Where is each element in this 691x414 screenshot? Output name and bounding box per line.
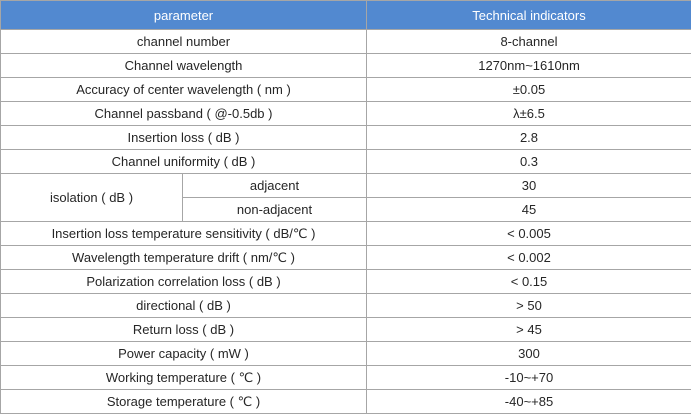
value-cell: > 50 <box>367 294 691 318</box>
value-cell: 8-channel <box>367 30 691 54</box>
table-row: Power capacity ( mW ) 300 <box>1 342 691 366</box>
value-cell: 300 <box>367 342 691 366</box>
table-row: Channel passband ( @-0.5db ) λ±6.5 <box>1 102 691 126</box>
value-cell: > 45 <box>367 318 691 342</box>
value-cell: < 0.002 <box>367 246 691 270</box>
table-row: directional ( dB ) > 50 <box>1 294 691 318</box>
value-cell: -10~+70 <box>367 366 691 390</box>
value-cell: 2.8 <box>367 126 691 150</box>
value-cell: λ±6.5 <box>367 102 691 126</box>
table-row: Accuracy of center wavelength ( nm ) ±0.… <box>1 78 691 102</box>
table-row: Channel wavelength 1270nm~1610nm <box>1 54 691 78</box>
param-cell: Channel uniformity ( dB ) <box>1 150 367 174</box>
table-row: Wavelength temperature drift ( nm/℃ ) < … <box>1 246 691 270</box>
param-cell: Working temperature ( ℃ ) <box>1 366 367 390</box>
value-cell: 45 <box>367 198 691 222</box>
value-cell: < 0.15 <box>367 270 691 294</box>
param-cell: Storage temperature ( ℃ ) <box>1 390 367 414</box>
value-cell: 1270nm~1610nm <box>367 54 691 78</box>
param-cell: Power capacity ( mW ) <box>1 342 367 366</box>
param-cell: Channel passband ( @-0.5db ) <box>1 102 367 126</box>
param-cell: Insertion loss ( dB ) <box>1 126 367 150</box>
table-row: Return loss ( dB ) > 45 <box>1 318 691 342</box>
table-row: Storage temperature ( ℃ ) -40~+85 <box>1 390 691 414</box>
table-row: Working temperature ( ℃ ) -10~+70 <box>1 366 691 390</box>
value-cell: < 0.005 <box>367 222 691 246</box>
table-row: channel number 8-channel <box>1 30 691 54</box>
table-row: Channel uniformity ( dB ) 0.3 <box>1 150 691 174</box>
value-cell: -40~+85 <box>367 390 691 414</box>
value-cell: 0.3 <box>367 150 691 174</box>
param-cell: Insertion loss temperature sensitivity (… <box>1 222 367 246</box>
isolation-label-cell: isolation ( dB ) <box>1 174 183 222</box>
param-cell: Accuracy of center wavelength ( nm ) <box>1 78 367 102</box>
param-sub-cell: adjacent <box>183 174 367 198</box>
table-row: Insertion loss temperature sensitivity (… <box>1 222 691 246</box>
param-cell: Return loss ( dB ) <box>1 318 367 342</box>
header-cell-parameter: parameter <box>1 1 367 30</box>
table-header-row: parameter Technical indicators <box>1 1 691 30</box>
header-cell-indicators: Technical indicators <box>367 1 691 30</box>
value-cell: 30 <box>367 174 691 198</box>
param-sub-cell: non-adjacent <box>183 198 367 222</box>
table-row: Insertion loss ( dB ) 2.8 <box>1 126 691 150</box>
param-cell: directional ( dB ) <box>1 294 367 318</box>
table-row-isolation-adjacent: isolation ( dB ) adjacent 30 <box>1 174 691 198</box>
param-cell: Channel wavelength <box>1 54 367 78</box>
param-cell: Wavelength temperature drift ( nm/℃ ) <box>1 246 367 270</box>
param-cell: Polarization correlation loss ( dB ) <box>1 270 367 294</box>
value-cell: ±0.05 <box>367 78 691 102</box>
table-row: Polarization correlation loss ( dB ) < 0… <box>1 270 691 294</box>
param-cell: channel number <box>1 30 367 54</box>
